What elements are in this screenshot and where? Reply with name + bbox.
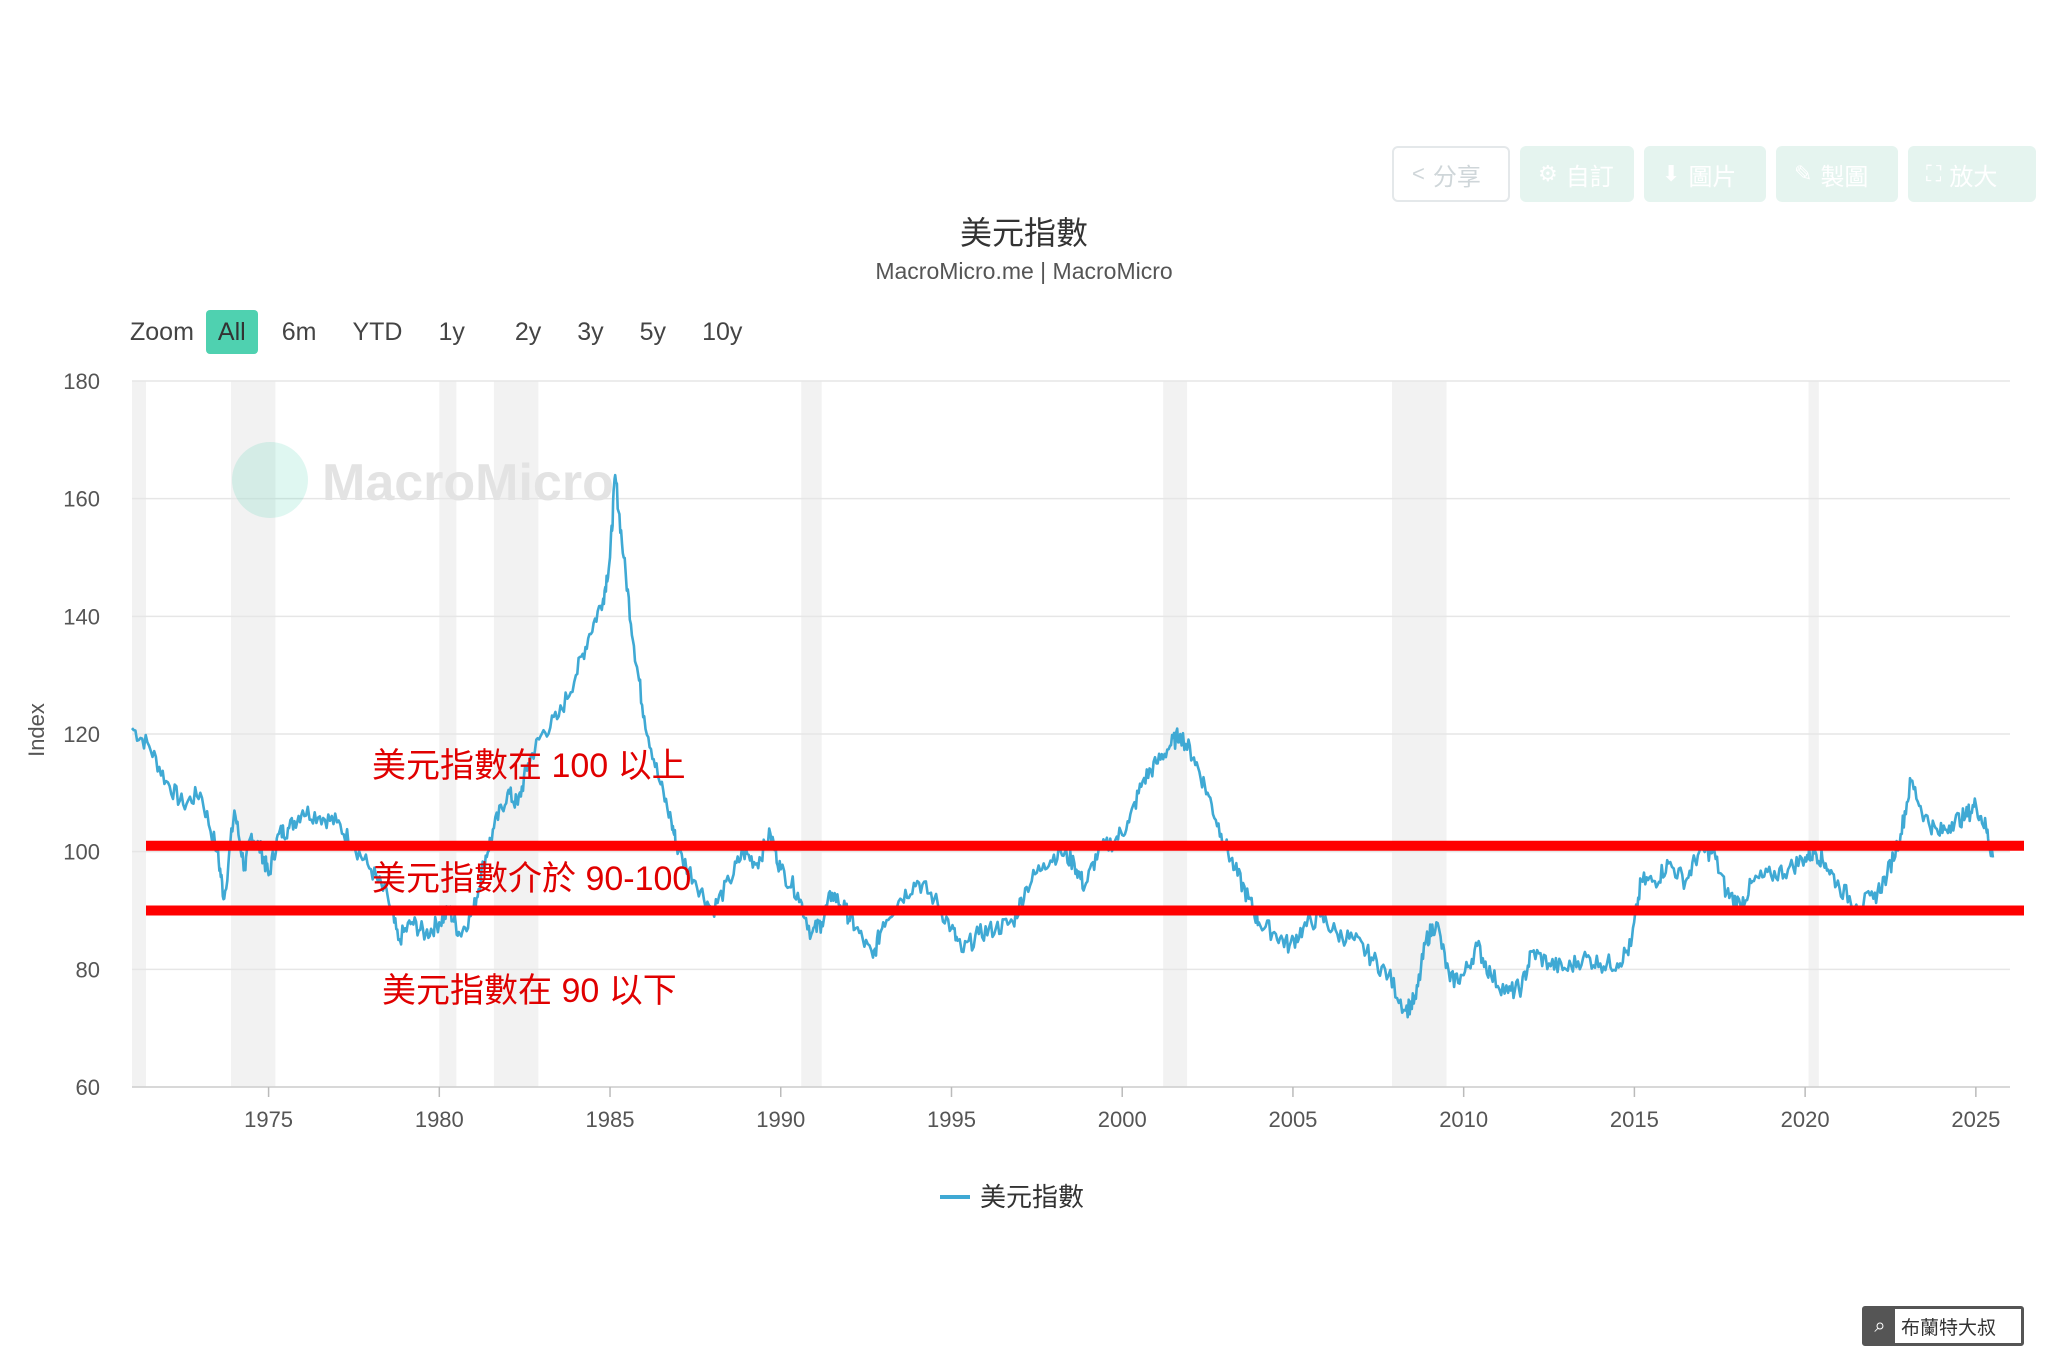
x-tick-label-2020: 2020	[1781, 1107, 1830, 1132]
y-axis-ticks: 60 80 100 120 140 160 180	[63, 369, 100, 1100]
image-download-button[interactable]: ⬇ 圖片	[1644, 146, 1766, 202]
pencil-icon: ✎	[1794, 161, 1813, 186]
chart-subtitle: MacroMicro.me | MacroMicro	[875, 258, 1173, 284]
share-button[interactable]: < 分享	[1392, 146, 1510, 202]
draw-label: 製圖	[1820, 163, 1869, 191]
zoom-5y-button[interactable]: 5y	[639, 317, 667, 346]
grid-lines	[132, 380, 2010, 1088]
threshold-lines	[146, 840, 2024, 916]
x-axis-ticks: 1975 1980 1985 1990 1995 2000 2005 2010 2015 2020…	[244, 1087, 2000, 1132]
custom-button[interactable]: ⚙ 自訂	[1520, 146, 1634, 202]
y-tick-label-60: 60	[76, 1075, 100, 1100]
zoom-selector: Zoom All 6m YTD 1y 2y 3y 5y 10y	[130, 310, 766, 354]
zoom-label: Zoom	[130, 317, 194, 346]
download-icon: ⬇	[1662, 161, 1681, 186]
watermark-logo-icon	[232, 442, 308, 518]
zoom-2y-button[interactable]: 2y	[514, 317, 542, 346]
expand-label: 放大	[1949, 163, 1998, 191]
brand-badge: ⌕ 布蘭特大叔	[1862, 1306, 2024, 1346]
zoom-all-button[interactable]: All	[205, 310, 258, 354]
magnifier-icon: ⌕	[1865, 1309, 1895, 1343]
gear-icon: ⚙	[1538, 161, 1558, 186]
series-line-usd-index	[131, 473, 1995, 1019]
legend[interactable]: 美元指數	[940, 1182, 1084, 1212]
x-tick-label-2010: 2010	[1439, 1107, 1488, 1132]
zoom-ytd-button[interactable]: YTD	[352, 317, 403, 346]
y-tick-label-100: 100	[63, 840, 100, 865]
share-icon: <	[1412, 161, 1425, 186]
watermark: MacroMicro	[232, 442, 614, 518]
x-tick-label-2005: 2005	[1268, 1107, 1317, 1132]
share-label: 分享	[1432, 163, 1481, 191]
y-tick-label-180: 180	[63, 369, 100, 394]
draw-button[interactable]: ✎ 製圖	[1776, 146, 1898, 202]
x-tick-label-1995: 1995	[927, 1107, 976, 1132]
zoom-6m-button[interactable]: 6m	[281, 317, 317, 346]
y-tick-label-80: 80	[76, 957, 100, 982]
y-tick-label-140: 140	[63, 604, 100, 629]
annotation-below-90: 美元指數在 90 以下	[382, 972, 677, 1010]
x-tick-label-2025: 2025	[1951, 1107, 2000, 1132]
x-tick-label-1975: 1975	[244, 1107, 293, 1132]
x-tick-label-1980: 1980	[415, 1107, 464, 1132]
annotation-between-90-100: 美元指數介於 90-100	[372, 860, 691, 898]
y-tick-label-120: 120	[63, 722, 100, 747]
x-tick-label-1985: 1985	[586, 1107, 635, 1132]
annotation-above-100: 美元指數在 100 以上	[372, 747, 686, 785]
zoom-1y-button[interactable]: 1y	[438, 317, 465, 346]
expand-icon: ⛶	[1926, 161, 1942, 186]
x-tick-label-2015: 2015	[1610, 1107, 1659, 1132]
brand-badge-label: 布蘭特大叔	[1901, 1317, 1997, 1339]
zoom-10y-button[interactable]: 10y	[702, 317, 743, 346]
zoom-3y-button[interactable]: 3y	[577, 317, 604, 346]
y-tick-label-160: 160	[63, 487, 100, 512]
y-axis-label: Index	[24, 703, 49, 757]
custom-label: 自訂	[1565, 163, 1614, 191]
x-tick-label-1990: 1990	[756, 1107, 805, 1132]
chart-title: 美元指數	[959, 215, 1088, 251]
image-label: 圖片	[1688, 163, 1737, 191]
watermark-text: MacroMicro	[322, 454, 614, 512]
x-tick-label-2000: 2000	[1098, 1107, 1147, 1132]
chart-toolbar: < 分享 ⚙ 自訂 ⬇ 圖片 ✎ 製圖 ⛶ 放大	[1392, 146, 2036, 202]
legend-label: 美元指數	[980, 1182, 1084, 1212]
expand-button[interactable]: ⛶ 放大	[1908, 146, 2036, 202]
